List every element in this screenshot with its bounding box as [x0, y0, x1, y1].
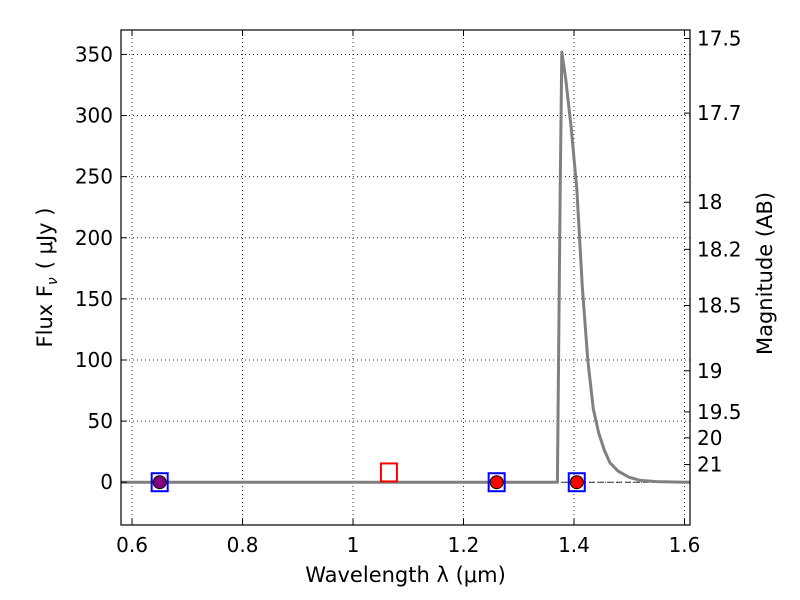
y2-tick-label: 18: [697, 190, 722, 214]
y-axis-title-unit: ( μJy ): [33, 208, 57, 270]
y-axis-title-subscript: ν: [45, 277, 61, 285]
y-tick-label: 250: [75, 165, 113, 189]
x-tick-label: 1.6: [669, 533, 701, 557]
filled-circle-marker: [489, 475, 504, 490]
plot-series: [121, 50, 691, 493]
y2-tick-label: 21: [697, 453, 722, 477]
y-tick-label: 0: [100, 470, 113, 494]
y-tick-label: 300: [75, 104, 113, 128]
y2-tick-label: 18.5: [697, 294, 742, 318]
open-square-marker: [379, 462, 398, 483]
x-axis-title: Wavelength λ (μm): [305, 563, 506, 587]
y-tick-label: 150: [75, 287, 113, 311]
filled-circle-marker: [569, 475, 584, 490]
y2-tick-label: 19.5: [697, 400, 742, 424]
y-tick-label: 200: [75, 226, 113, 250]
y2-tick-label: 17.7: [697, 101, 742, 125]
x-tick-label: 1: [347, 533, 360, 557]
spectrum-line: [121, 50, 691, 484]
y2-tick-label: 17.5: [697, 26, 742, 50]
y-axis-title: Flux Fν ( μJy ): [33, 208, 61, 348]
y2-tick-label: 18.2: [697, 237, 742, 261]
y-tick-label: 100: [75, 348, 113, 372]
right-axis-title: Magnitude (AB): [753, 192, 777, 355]
x-tick-label: 1.2: [448, 533, 480, 557]
x-tick-label: 1.4: [558, 533, 590, 557]
x-tick-label: 0.6: [116, 533, 148, 557]
y-tick-label: 50: [88, 409, 113, 433]
y-axis-title-main: Flux F: [33, 285, 57, 347]
open-square-marker: [150, 472, 169, 493]
plot-frame: [120, 29, 691, 526]
y2-tick-label: 19: [697, 359, 722, 383]
y-tick-label: 350: [75, 42, 113, 66]
axis-ticks: 0.6 0.8 1 1.2 1.4 1.6 0 50 100 150 200 250 300 350 17.…: [75, 26, 742, 557]
x-tick-label: 0.8: [227, 533, 259, 557]
open-square-marker: [567, 472, 586, 493]
y2-tick-label: 20: [697, 426, 722, 450]
filled-circle-marker: [152, 475, 167, 490]
open-square-marker: [487, 472, 506, 493]
